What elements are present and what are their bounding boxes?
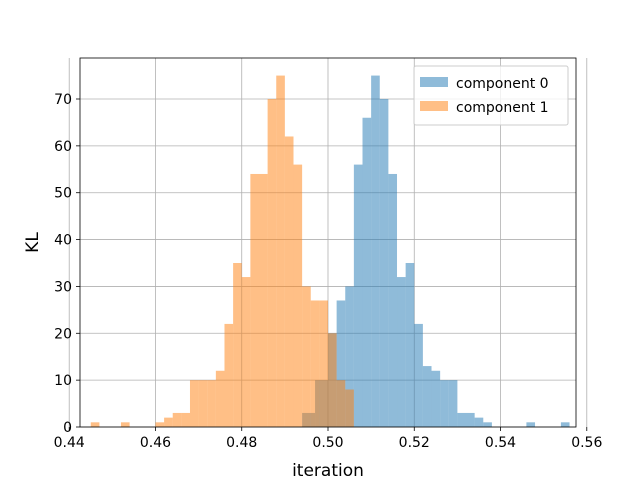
bar-component-1-18 <box>293 164 303 427</box>
y-tick-label-3: 30 <box>54 279 72 295</box>
bar-component-1-13 <box>250 173 259 427</box>
bar-component-0-6 <box>362 117 372 427</box>
bar-component-1-8 <box>207 380 216 427</box>
x-tick-label-6: 0.56 <box>571 435 602 451</box>
y-tick-label-0: 0 <box>63 420 72 436</box>
x-tick-label-1: 0.46 <box>140 435 171 451</box>
bar-component-0-13 <box>422 366 432 427</box>
bar-component-0-11 <box>405 263 415 427</box>
bars <box>90 75 570 428</box>
bar-component-1-16 <box>276 75 285 428</box>
bar-component-0-9 <box>388 173 398 427</box>
bar-component-0-19 <box>474 417 484 427</box>
x-tick-label-5: 0.54 <box>485 435 516 451</box>
bar-component-0-8 <box>379 99 389 427</box>
bar-component-0-10 <box>397 277 406 427</box>
bar-component-1-6 <box>189 380 199 427</box>
bar-component-1-23 <box>336 380 346 427</box>
legend-label-component-1: component 1 <box>456 100 549 116</box>
y-tick-label-2: 20 <box>54 326 72 342</box>
x-tick-label-4: 0.52 <box>399 435 430 451</box>
y-tick-label-5: 50 <box>54 186 72 202</box>
axes-ticks: 0.44 0.46 0.48 0.50 0.52 0.54 0.56 0 10 20 30 40 50 6… <box>54 92 603 451</box>
bar-component-0-20 <box>483 422 492 427</box>
bar-component-1-10 <box>224 323 234 427</box>
y-tick-label-1: 10 <box>54 373 72 389</box>
bar-component-0-22 <box>560 422 570 427</box>
bar-component-1-19 <box>302 286 311 427</box>
y-tick-label-6: 60 <box>54 139 72 155</box>
bar-component-1-12 <box>241 277 251 427</box>
bar-component-0-21 <box>526 422 536 427</box>
y-tick-label-4: 40 <box>54 233 72 249</box>
bar-component-1-21 <box>319 300 328 427</box>
bar-component-0-5 <box>353 164 363 427</box>
bar-component-1-24 <box>345 389 354 427</box>
bar-component-1-2 <box>155 422 165 427</box>
bar-component-1-22 <box>328 333 337 427</box>
bar-component-0-3 <box>336 300 346 427</box>
series-component-1 <box>90 75 354 428</box>
bar-component-1-1 <box>120 422 130 427</box>
bar-component-0-15 <box>440 380 449 427</box>
bar-component-0-17 <box>457 412 467 427</box>
x-tick-label-2: 0.48 <box>226 435 257 451</box>
bar-component-0-16 <box>448 380 458 427</box>
bar-component-0-14 <box>431 370 441 427</box>
bar-component-0-12 <box>414 323 423 427</box>
legend-label-component-0: component 0 <box>456 76 549 92</box>
y-tick-label-7: 70 <box>54 92 72 108</box>
bar-component-1-15 <box>267 99 277 427</box>
bar-component-0-18 <box>466 412 475 427</box>
x-tick-label-3: 0.50 <box>312 435 343 451</box>
bar-component-1-11 <box>233 263 242 427</box>
legend-swatch-component-0 <box>420 77 448 87</box>
x-tick-label-0: 0.44 <box>54 435 85 451</box>
legend-box <box>413 65 569 126</box>
bar-component-1-17 <box>284 136 294 427</box>
bar-component-1-14 <box>258 173 268 427</box>
bar-component-1-20 <box>310 300 320 427</box>
bar-component-1-7 <box>198 380 208 427</box>
legend: component 0 component 1 <box>413 65 569 126</box>
bar-component-0-7 <box>371 75 380 428</box>
bar-component-1-3 <box>164 417 173 427</box>
y-axis-label: KL <box>23 232 43 253</box>
bar-component-1-9 <box>215 370 225 427</box>
x-axis-label: iteration <box>292 461 364 480</box>
bar-component-1-0 <box>90 422 100 427</box>
bar-component-1-4 <box>172 412 182 427</box>
bar-component-0-4 <box>345 286 354 427</box>
bar-component-1-5 <box>181 412 190 427</box>
legend-swatch-component-1 <box>420 101 448 111</box>
